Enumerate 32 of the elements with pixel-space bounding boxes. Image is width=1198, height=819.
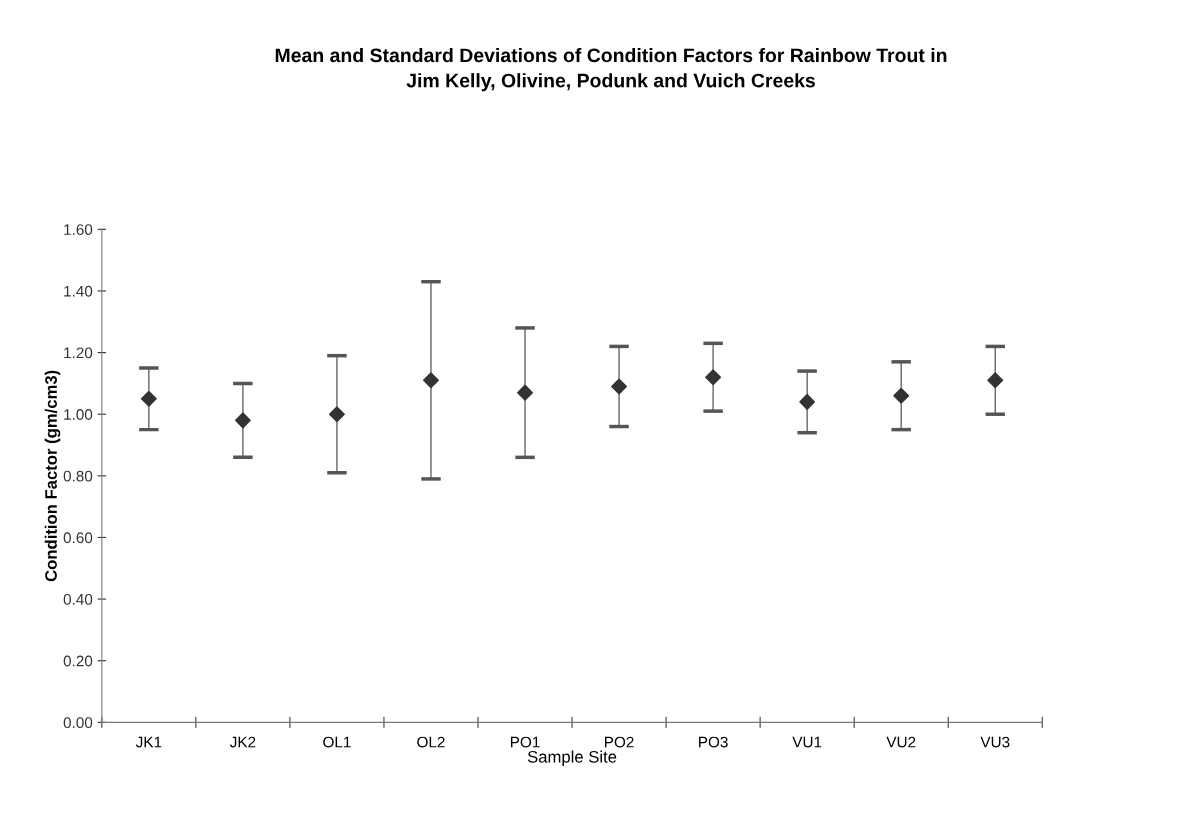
point bbox=[893, 387, 910, 404]
y-tick-label: 0.60 bbox=[63, 532, 93, 544]
point bbox=[328, 406, 345, 423]
point bbox=[611, 378, 628, 395]
point bbox=[517, 384, 534, 401]
y-tick-label: 1.60 bbox=[64, 224, 93, 236]
y-tick-label: 1.20 bbox=[64, 347, 93, 359]
y-tick-label: 1.00 bbox=[64, 409, 93, 420]
x-tick-label: PO2 bbox=[605, 736, 634, 748]
y-tick-label: 0.20 bbox=[63, 655, 93, 667]
x-tick-label: OL1 bbox=[323, 736, 351, 748]
chart-title: Mean and Standard Deviations of Condition Factors for Rainbow Trout in Jim Kelly, Olivine, Podunk and Vuich Creeks bbox=[275, 47, 947, 92]
y-tick-label: 0.00 bbox=[63, 717, 93, 729]
x-tick-label: PO1 bbox=[510, 736, 540, 748]
point bbox=[799, 393, 816, 410]
x-tick-label: JK2 bbox=[229, 736, 256, 748]
y-tick-label: 0.40 bbox=[63, 593, 93, 605]
x-axis-title: Sample Site bbox=[527, 750, 617, 767]
x-tick-label: VU2 bbox=[886, 736, 916, 748]
x-tick-label: OL2 bbox=[417, 736, 445, 748]
point bbox=[705, 369, 722, 386]
x-tick-label: JK1 bbox=[135, 736, 162, 748]
x-tick-label: VU1 bbox=[792, 736, 822, 748]
point bbox=[423, 372, 439, 389]
y-tick-label: 0.80 bbox=[63, 470, 93, 482]
point bbox=[234, 412, 251, 429]
x-tick-label: PO3 bbox=[699, 736, 728, 748]
y-tick-label: 1.40 bbox=[64, 285, 93, 297]
point bbox=[140, 390, 157, 407]
x-tick-label: VU3 bbox=[980, 736, 1010, 748]
point bbox=[987, 372, 1004, 389]
y-axis-title: Condition Factor (gm/cm3) bbox=[44, 370, 61, 582]
